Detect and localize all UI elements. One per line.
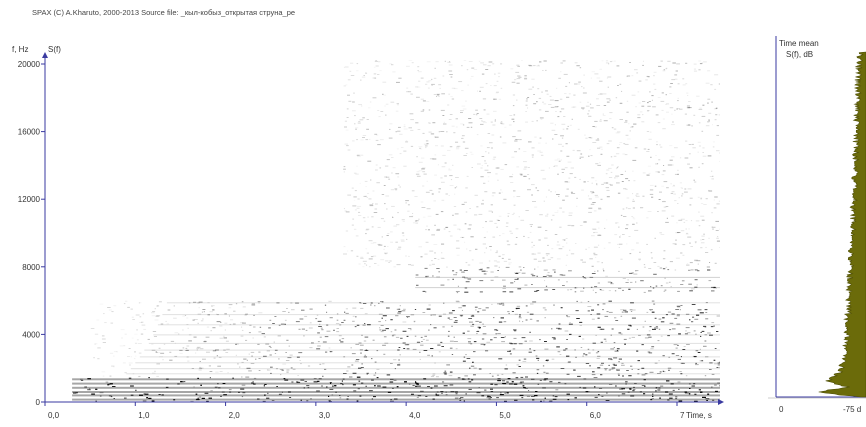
y-tick-label: 8000 (22, 263, 40, 272)
spectral-feature-2 (415, 266, 717, 294)
harmonic-line (153, 334, 720, 336)
x-tick-label: 3,0 (319, 411, 331, 420)
y-tick-label: 0 (36, 398, 41, 407)
harmonic-line (72, 394, 720, 397)
spectrogram-area (72, 60, 720, 402)
y-axis-arrow-icon (42, 52, 48, 58)
mean-y-label: S(f), dB (786, 50, 813, 59)
time-mean-profile (818, 51, 866, 398)
spectral-feature-3 (343, 60, 720, 268)
harmonic-line (166, 302, 720, 304)
harmonic-line (126, 373, 720, 375)
x-tick-label: 0,0 (48, 411, 60, 420)
harmonic-line (148, 342, 720, 344)
y-legend-label: S(f) (48, 45, 61, 54)
harmonic-line (72, 398, 720, 401)
harmonic-line (72, 391, 720, 393)
x-tick-label: 2,0 (229, 411, 241, 420)
x-tick-label: 1,0 (138, 411, 150, 420)
harmonic-line (72, 382, 720, 385)
y-tick-label: 4000 (22, 330, 40, 339)
harmonic-line (72, 378, 720, 381)
harmonic-line (415, 287, 720, 289)
mean-x-tick-label: -75 d (843, 405, 861, 414)
x-tick-label: 4,0 (409, 411, 421, 420)
y-tick-label: 16000 (18, 128, 41, 137)
spectral-feature-0 (73, 376, 720, 402)
harmonic-line (139, 356, 720, 358)
harmonic-line (162, 314, 720, 316)
harmonic-line (415, 276, 720, 278)
time-mean-axes: Time mean S(f), dB 0 -75 d (768, 36, 866, 414)
harmonic-line (144, 349, 720, 351)
harmonic-line (72, 386, 720, 389)
x-tick-label: 7 (680, 411, 685, 420)
x-axis-label: Time, s (686, 411, 712, 420)
y-tick-label: 12000 (18, 195, 41, 204)
harmonic-line (135, 362, 720, 364)
mean-title: Time mean (779, 39, 819, 48)
x-tick-label: 5,0 (499, 411, 511, 420)
spectrogram-axes: 0 4000 8000 12000 16000 20000 0,0 1,0 2,0 3,0 4,0 5… (12, 45, 724, 420)
x-axis-arrow-icon (718, 399, 724, 405)
y-axis-label: f, Hz (12, 45, 28, 54)
spectral-feature-1 (90, 300, 720, 378)
harmonic-line (157, 324, 720, 326)
time-mean-area (818, 51, 866, 398)
x-tick-label: 6,0 (590, 411, 602, 420)
header-caption: SPAX (C) A.Kharuto, 2000-2013 Source fil… (32, 8, 296, 17)
mean-x-tick-label: 0 (779, 405, 784, 414)
y-tick-label: 20000 (18, 60, 41, 69)
harmonic-line (130, 368, 720, 370)
